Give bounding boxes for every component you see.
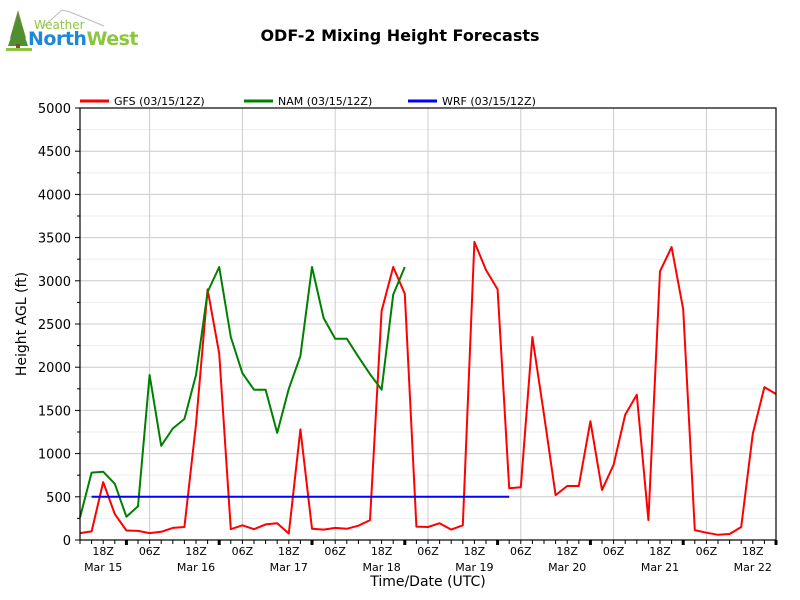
y-tick-label: 0 [63, 534, 71, 549]
x-tick-label: 18Z [371, 545, 393, 558]
date-label: Mar 17 [270, 561, 308, 574]
logo-weather-text: Weather [34, 18, 85, 32]
x-tick-label: 06Z [417, 545, 439, 558]
x-tick-label: 06Z [603, 545, 625, 558]
y-axis-label: Height AGL (ft) [14, 272, 30, 376]
gfs-series-line [79, 240, 777, 536]
legend-label-wrf: WRF (03/15/12Z) [442, 95, 536, 108]
x-tick-label: 18Z [742, 545, 764, 558]
weather-northwest-logo: Weather NorthWest [4, 8, 138, 54]
x-axis-label: Time/Date (UTC) [369, 574, 486, 590]
x-tick-label: 18Z [185, 545, 207, 558]
chart-title: ODF-2 Mixing Height Forecasts [260, 26, 539, 45]
tree-icon [6, 10, 32, 51]
y-tick-label: 500 [46, 491, 71, 506]
x-tick-label: 06Z [696, 545, 718, 558]
date-label: Mar 20 [548, 561, 586, 574]
y-tick-label: 1000 [38, 448, 71, 463]
x-tick-label: 06Z [510, 545, 532, 558]
date-label: Mar 19 [455, 561, 493, 574]
x-tick-label: 18Z [92, 545, 114, 558]
grid [80, 108, 776, 540]
legend: GFS (03/15/12Z) NAM (03/15/12Z) WRF (03/15… [80, 95, 536, 108]
y-tick-label: 4500 [38, 145, 71, 160]
y-axis: 0 500 1000 1500 2000 2500 3000 3500 4000 4500 5000 [38, 102, 80, 549]
x-tick-label: 06Z [139, 545, 161, 558]
x-tick-label: 18Z [556, 545, 578, 558]
date-label: Mar 15 [84, 561, 122, 574]
y-tick-label: 3500 [38, 232, 71, 247]
x-axis: 18Z 06Z 18Z 06Z 18Z 06Z 18Z 06Z 18Z 06Z 18Z 06Z 18Z 0… [79, 540, 778, 574]
y-tick-label: 2500 [38, 318, 71, 333]
series-group [79, 240, 777, 536]
date-label: Mar 22 [734, 561, 772, 574]
y-tick-label: 2000 [38, 361, 71, 376]
mountain-icon [44, 9, 105, 27]
date-label: Mar 21 [641, 561, 679, 574]
x-tick-label: 06Z [324, 545, 346, 558]
y-tick-label: 5000 [38, 102, 71, 117]
legend-label-gfs: GFS (03/15/12Z) [114, 95, 205, 108]
x-tick-label: 18Z [649, 545, 671, 558]
date-label: Mar 16 [177, 561, 215, 574]
y-tick-label: 1500 [38, 404, 71, 419]
nam-series-line [79, 266, 406, 518]
logo-west: West [86, 28, 138, 50]
date-label: Mar 18 [362, 561, 400, 574]
x-tick-label: 06Z [232, 545, 254, 558]
y-tick-label: 3000 [38, 275, 71, 290]
logo-north: North [28, 28, 87, 50]
x-tick-label: 18Z [278, 545, 300, 558]
y-tick-label: 4000 [38, 188, 71, 203]
x-tick-label: 18Z [464, 545, 486, 558]
logo-northwest-text: NorthWest [28, 28, 138, 50]
legend-label-nam: NAM (03/15/12Z) [278, 95, 372, 108]
